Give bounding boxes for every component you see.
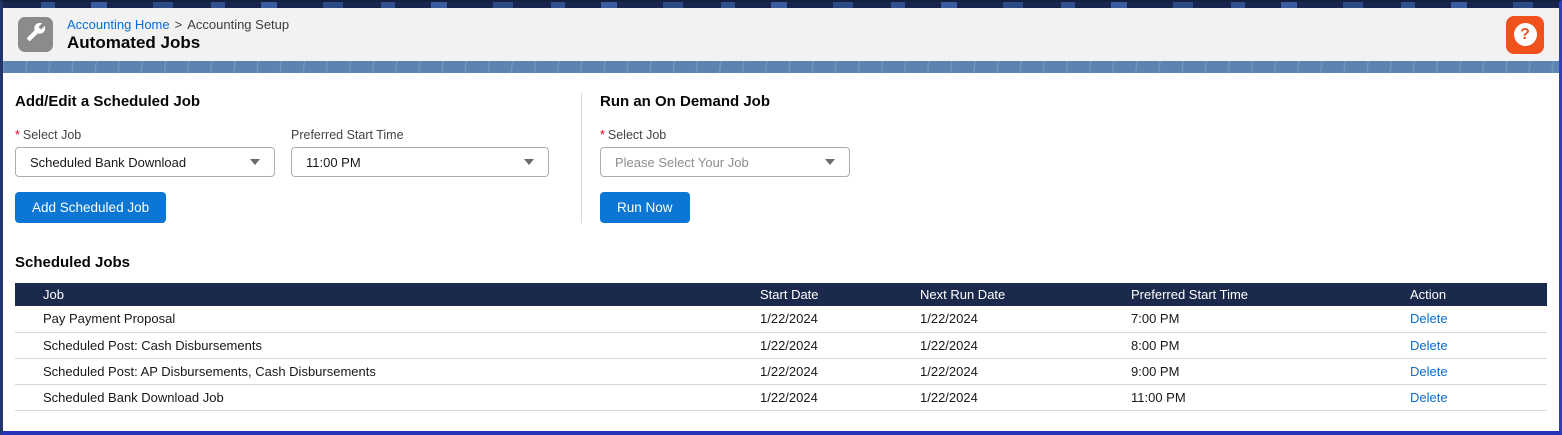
delete-link[interactable]: Delete [1410,389,1448,405]
preferred-start-time-label: Preferred Start Time [291,128,549,142]
next-run-date-cell: 1/22/2024 [920,332,1131,359]
preferred-start-time-dropdown[interactable]: 11:00 PM [291,147,549,177]
add-scheduled-job-button[interactable]: Add Scheduled Job [15,192,167,223]
delete-link[interactable]: Delete [1410,337,1448,353]
top-border-strip [3,2,1559,8]
table-header-row: Job Start Date Next Run Date Preferred S… [15,283,1547,306]
preferred-start-time-cell: 7:00 PM [1131,306,1410,333]
table-row: Scheduled Bank Download Job 1/22/2024 1/… [15,384,1547,411]
delete-link[interactable]: Delete [1410,363,1448,379]
run-section-heading: Run an On Demand Job [600,93,771,110]
select-job-field: * Select Job Scheduled Bank Download [15,128,275,177]
column-header-job: Job [43,287,64,302]
help-button[interactable]: ? [1506,15,1544,54]
action-cell: Delete [1410,332,1547,359]
page-header: Accounting Home > Accounting Setup Autom… [3,8,1559,61]
main-content: Add/Edit a Scheduled Job * Select Job Sc… [3,73,1559,431]
breadcrumb-current: Accounting Setup [187,16,290,32]
on-demand-select-job-dropdown[interactable]: Please Select Your Job [600,147,850,177]
action-cell: Delete [1410,306,1547,333]
select-job-dropdown[interactable]: Scheduled Bank Download [15,147,275,177]
select-job-label: * Select Job [15,128,275,142]
add-scheduled-job-section: Add/Edit a Scheduled Job * Select Job Sc… [15,93,581,223]
column-header-start-date: Start Date [760,287,819,302]
preferred-start-time-value: 11:00 PM [306,154,361,170]
on-demand-select-job-field: * Select Job Please Select Your Job [600,128,850,177]
select-job-value: Scheduled Bank Download [30,154,187,170]
header-text-block: Accounting Home > Accounting Setup Autom… [67,17,289,53]
next-run-date-cell: 1/22/2024 [920,384,1131,411]
delete-link[interactable]: Delete [1410,311,1448,327]
start-date-cell: 1/22/2024 [760,332,920,359]
breadcrumb-link-accounting-home[interactable]: Accounting Home [67,16,170,32]
action-cell: Delete [1410,358,1547,385]
header-divider-strip [3,61,1559,73]
preferred-start-time-field: Preferred Start Time 11:00 PM [291,128,549,177]
breadcrumb: Accounting Home > Accounting Setup [67,17,289,32]
job-cell: Scheduled Bank Download Job [15,384,760,411]
column-header-action: Action [1410,287,1447,302]
add-section-heading: Add/Edit a Scheduled Job [15,93,201,110]
action-cell: Delete [1410,384,1547,411]
help-chat-icon: ? [1513,23,1537,46]
required-asterisk: * [600,128,605,142]
select-job-label-text: Select Job [22,128,82,142]
column-header-next-run-date: Next Run Date [920,287,1006,302]
chevron-down-icon [825,159,835,165]
scheduled-jobs-heading: Scheduled Jobs [15,254,131,271]
start-date-cell: 1/22/2024 [760,384,920,411]
on-demand-select-job-placeholder: Please Select Your Job [615,154,749,170]
preferred-start-time-cell: 9:00 PM [1131,358,1410,385]
preferred-start-time-cell: 8:00 PM [1131,332,1410,359]
job-cell: Pay Payment Proposal [15,306,760,333]
breadcrumb-separator: > [174,16,183,32]
on-demand-select-job-label: * Select Job [600,128,850,142]
wrench-icon [26,22,46,47]
preferred-start-time-cell: 11:00 PM [1131,384,1410,411]
chevron-down-icon [250,159,260,165]
table-row: Scheduled Post: AP Disbursements, Cash D… [15,358,1547,385]
accounting-setup-app-icon [18,17,53,52]
run-section-fields: * Select Job Please Select Your Job [600,128,1547,177]
required-asterisk: * [15,128,20,142]
column-header-preferred-start-time: Preferred Start Time [1131,287,1249,302]
page-title: Automated Jobs [67,32,201,52]
run-on-demand-section: Run an On Demand Job * Select Job Please… [581,93,1547,223]
chevron-down-icon [524,159,534,165]
next-run-date-cell: 1/22/2024 [920,306,1131,333]
add-section-fields: * Select Job Scheduled Bank Download Pre… [15,128,581,177]
on-demand-select-job-label-text: Select Job [607,128,667,142]
job-cell: Scheduled Post: Cash Disbursements [15,332,760,359]
job-cell: Scheduled Post: AP Disbursements, Cash D… [15,358,760,385]
forms-row: Add/Edit a Scheduled Job * Select Job Sc… [15,93,1547,223]
preferred-start-time-label-text: Preferred Start Time [291,128,404,142]
table-row: Pay Payment Proposal 1/22/2024 1/22/2024… [15,306,1547,333]
run-now-button[interactable]: Run Now [600,192,690,223]
start-date-cell: 1/22/2024 [760,306,920,333]
next-run-date-cell: 1/22/2024 [920,358,1131,385]
start-date-cell: 1/22/2024 [760,358,920,385]
table-row: Scheduled Post: Cash Disbursements 1/22/… [15,332,1547,359]
scheduled-jobs-table: Job Start Date Next Run Date Preferred S… [15,283,1547,411]
